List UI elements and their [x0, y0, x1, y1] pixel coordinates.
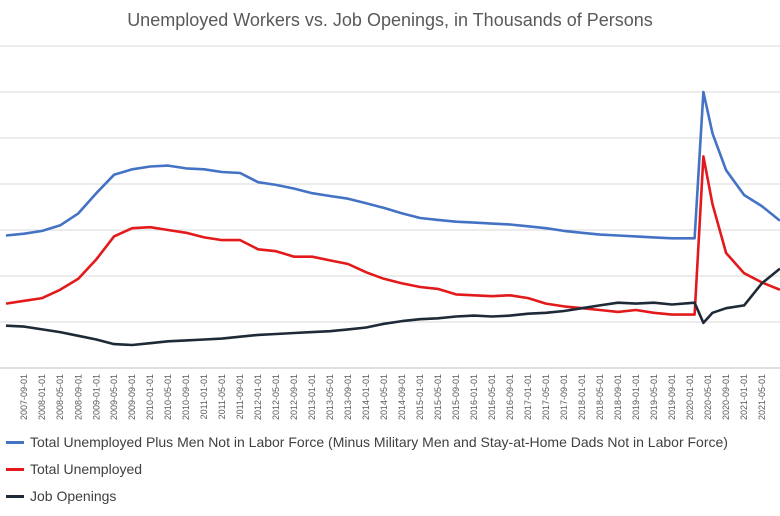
x-tick-label: 2020-05-01 [703, 374, 713, 420]
x-tick-label: 2019-05-01 [649, 374, 659, 420]
legend-label: Total Unemployed Plus Men Not in Labor F… [30, 434, 728, 450]
x-tick-label: 2017-09-01 [559, 374, 569, 420]
legend-swatch-red [6, 467, 24, 471]
gridlines [0, 45, 780, 369]
x-tick-label: 2010-05-01 [163, 374, 173, 420]
series-line-0 [5, 90, 780, 240]
x-tick-label: 2008-01-01 [37, 374, 47, 420]
x-tick-label: 2018-05-01 [595, 374, 605, 420]
legend-swatch-blue [6, 440, 24, 444]
series-line-2 [5, 267, 780, 347]
x-tick-label: 2011-01-01 [199, 374, 209, 419]
legend-item-job-openings: Job Openings [6, 486, 116, 506]
x-tick-label: 2007-09-01 [19, 374, 29, 420]
legend-item-unemployed-plus-men-nilf: Total Unemployed Plus Men Not in Labor F… [6, 432, 728, 452]
legend-item-total-unemployed: Total Unemployed [6, 459, 142, 479]
x-tick-label: 2014-09-01 [397, 374, 407, 420]
x-tick-label: 2021-05-01 [757, 374, 767, 420]
x-tick-label: 2016-01-01 [469, 374, 479, 420]
series-line-1 [5, 155, 780, 316]
legend-label: Total Unemployed [30, 461, 143, 477]
x-tick-label: 2010-01-01 [145, 374, 155, 420]
line-chart: 2007-09-01 2008-01-01 2008-05-01 2008-09-01… [0, 45, 780, 420]
x-tick-label: 2010-09-01 [181, 374, 191, 420]
x-tick-label: 2017-01-01 [523, 374, 533, 420]
x-tick-label: 2011-05-01 [217, 374, 227, 419]
x-tick-label: 2013-09-01 [343, 374, 353, 420]
x-tick-label: 2020-01-01 [685, 374, 695, 420]
x-tick-label: 2013-05-01 [325, 374, 335, 420]
x-tick-label: 2008-05-01 [55, 374, 65, 420]
x-tick-label: 2015-09-01 [451, 374, 461, 420]
x-tick-label: 2019-01-01 [631, 374, 641, 420]
x-tick-label: 2020-09-01 [721, 374, 731, 420]
x-axis-tick-labels: 2007-09-01 2008-01-01 2008-05-01 2008-09-01… [19, 374, 767, 420]
x-tick-label: 2012-01-01 [253, 374, 263, 420]
x-tick-label: 2016-05-01 [487, 374, 497, 420]
series-lines [5, 90, 780, 347]
x-tick-label: 2015-01-01 [415, 374, 425, 420]
x-tick-label: 2016-09-01 [505, 374, 515, 420]
x-tick-label: 2015-05-01 [433, 374, 443, 420]
x-tick-label: 2019-09-01 [667, 374, 677, 420]
x-tick-label: 2013-01-01 [307, 374, 317, 420]
x-tick-label: 2009-09-01 [127, 374, 137, 420]
chart-title: Unemployed Workers vs. Job Openings, in … [127, 10, 653, 30]
x-tick-label: 2014-01-01 [361, 374, 371, 420]
x-tick-label: 2017-05-01 [541, 374, 551, 420]
x-tick-label: 2018-09-01 [613, 374, 623, 420]
x-tick-label: 2014-05-01 [379, 374, 389, 420]
x-tick-label: 2008-09-01 [73, 374, 83, 420]
legend-swatch-dark [6, 494, 24, 498]
x-tick-label: 2011-09-01 [235, 374, 245, 419]
x-tick-label: 2018-01-01 [577, 374, 587, 420]
x-tick-label: 2012-05-01 [271, 374, 281, 420]
x-tick-label: 2009-01-01 [91, 374, 101, 420]
x-tick-label: 2012-09-01 [289, 374, 299, 420]
x-tick-label: 2021-01-01 [739, 374, 749, 420]
legend-label: Job Openings [30, 488, 117, 504]
x-tick-label: 2009-05-01 [109, 374, 119, 420]
